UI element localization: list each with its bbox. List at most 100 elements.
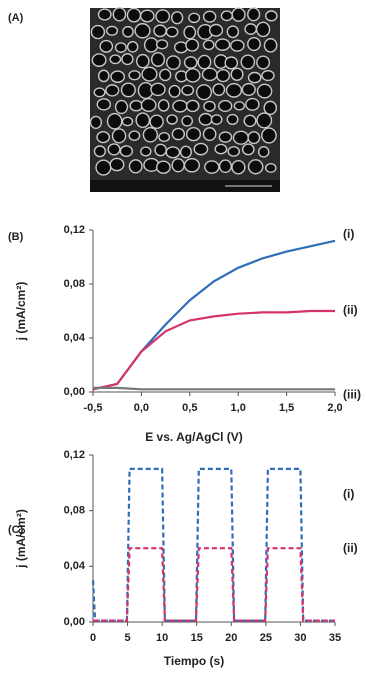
nanotube: [113, 8, 125, 21]
nanotube: [97, 132, 109, 143]
nanotube: [257, 22, 270, 36]
nanotube: [241, 55, 254, 69]
nanotube: [243, 144, 254, 155]
nanotube: [205, 161, 219, 173]
y-tick-label: 0,00: [64, 386, 85, 398]
nanotube: [106, 85, 119, 96]
nanotube: [213, 84, 224, 96]
nanotube: [204, 101, 215, 111]
series-label: (ii): [343, 541, 358, 555]
nanotube: [100, 41, 112, 53]
nanotube: [258, 84, 272, 98]
series-line: [93, 388, 335, 389]
nanotube: [233, 131, 248, 144]
nanotube: [110, 55, 120, 64]
nanotube: [172, 159, 184, 172]
nanotube: [172, 12, 183, 24]
y-axis-label: j (mA/cm²): [14, 509, 28, 569]
nanotube: [245, 24, 256, 34]
series-label: (iii): [343, 387, 361, 401]
nanotube: [185, 57, 197, 68]
nanotube: [143, 128, 157, 142]
nanotube: [96, 160, 111, 175]
x-tick-label: 0: [90, 632, 96, 644]
nanotube: [259, 147, 269, 157]
nanotube: [99, 70, 109, 81]
nanotube: [116, 101, 128, 114]
nanotube: [264, 39, 276, 52]
nanotube: [204, 128, 216, 141]
nanotube: [182, 116, 192, 126]
nanotube: [116, 43, 127, 52]
x-tick-label: 2,0: [327, 402, 342, 414]
nanotube: [181, 146, 192, 157]
nanotube: [129, 160, 142, 173]
nanotube: [90, 116, 101, 128]
nanotube: [231, 40, 244, 51]
nanotube: [187, 128, 201, 141]
nanotube: [142, 67, 157, 81]
nanotube: [129, 131, 140, 140]
nanotube: [232, 8, 245, 21]
panel-label: (A): [8, 12, 24, 24]
nanotube: [155, 144, 166, 155]
nanotube: [266, 11, 277, 21]
series-line: [93, 548, 335, 620]
y-tick-label: 0,04: [64, 560, 86, 572]
nanotube: [186, 69, 200, 82]
nanotube: [108, 114, 122, 129]
nanotube: [244, 115, 256, 126]
x-tick-label: 15: [191, 632, 203, 644]
nanotube: [219, 132, 231, 142]
figure: (A) (B)0,000,040,080,12-0,50,00,51,01,52…: [0, 0, 366, 673]
nanotube: [231, 68, 243, 80]
nanotube: [215, 144, 226, 153]
nanotube: [203, 68, 217, 80]
nanotube: [159, 133, 170, 142]
y-axis-label: j (mA/cm²): [14, 282, 28, 342]
nanotube: [246, 99, 259, 111]
nanotube: [264, 101, 276, 114]
nanotube: [128, 42, 138, 52]
nanotube: [98, 9, 110, 20]
nanotube: [127, 8, 140, 21]
nanotube: [156, 10, 169, 23]
nanotube: [141, 99, 155, 112]
nanotube: [94, 146, 105, 157]
series-label: (ii): [343, 303, 358, 317]
x-axis-label: Tiempo (s): [164, 654, 224, 668]
nanotube: [166, 147, 179, 158]
nanotube: [234, 102, 244, 110]
nanotube: [122, 54, 133, 65]
nanotube: [186, 39, 198, 51]
y-tick-label: 0,00: [64, 616, 85, 628]
nanotube: [194, 143, 207, 154]
nanotube: [220, 160, 232, 172]
nanotube: [189, 13, 200, 22]
nanotube: [152, 53, 165, 67]
nanotube: [227, 84, 242, 97]
nanotube: [129, 71, 140, 80]
nanotube: [137, 55, 149, 68]
series-line: [93, 469, 335, 621]
x-tick-label: 1,5: [279, 402, 294, 414]
nanotube: [154, 25, 166, 36]
nanotube: [120, 146, 132, 156]
nanotube: [145, 38, 158, 52]
x-axis-label: E vs. Ag/AgCl (V): [145, 430, 243, 444]
nanotube: [204, 40, 214, 49]
x-tick-label: 0,0: [134, 402, 149, 414]
nanotube: [92, 54, 106, 66]
nanotube: [262, 128, 276, 143]
nanotube: [169, 86, 180, 98]
nanotube: [166, 27, 177, 37]
nanotube: [197, 85, 212, 100]
series-label: (i): [343, 227, 354, 241]
nanotube: [130, 101, 142, 111]
nanotube: [111, 71, 124, 82]
nanotube: [107, 26, 118, 35]
nanotube: [211, 115, 221, 124]
nanotube: [217, 70, 229, 82]
nanotube: [167, 115, 177, 124]
nanotube: [157, 161, 170, 173]
